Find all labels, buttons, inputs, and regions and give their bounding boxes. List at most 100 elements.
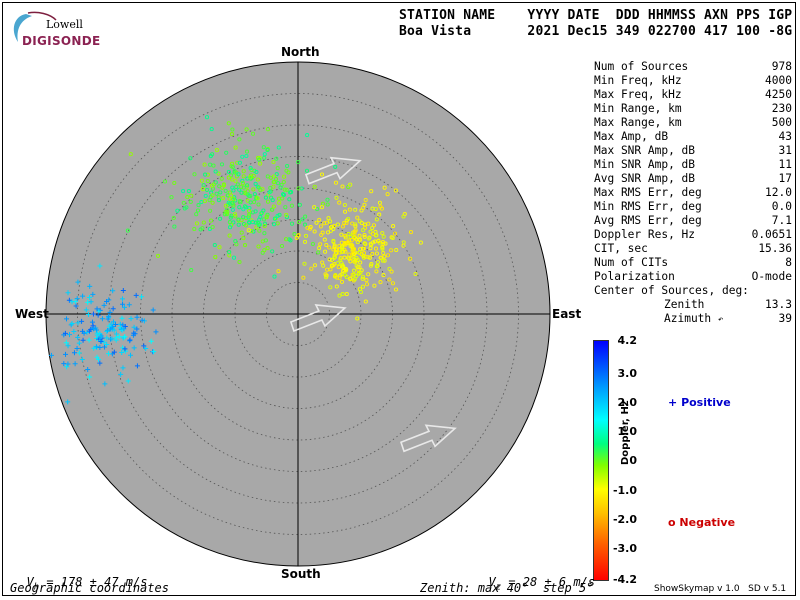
stat-row: Min Freq, kHz 4000 — [594, 74, 792, 88]
negative-source-point — [236, 172, 241, 177]
positive-source-point — [69, 321, 75, 326]
positive-source-point — [85, 312, 91, 318]
positive-source-point — [134, 363, 140, 369]
positive-source-point — [110, 319, 116, 325]
negative-source-point — [253, 181, 258, 186]
negative-source-point — [252, 192, 257, 197]
negative-source-point — [344, 220, 349, 226]
negative-source-point — [201, 183, 206, 188]
negative-source-point — [226, 169, 231, 174]
positive-source-point — [76, 340, 82, 346]
negative-source-point — [369, 189, 374, 194]
negative-source-point — [250, 210, 255, 215]
positive-source-point — [79, 357, 85, 363]
stat-value: 0.0 — [771, 200, 792, 213]
stat-value: 230 — [771, 102, 792, 115]
negative-source-point — [229, 164, 234, 169]
velocity-arrow — [400, 424, 457, 453]
negative-source-point — [216, 198, 221, 203]
negative-source-point — [266, 193, 271, 198]
negative-source-point — [229, 193, 234, 198]
negative-source-point — [217, 184, 222, 189]
negative-source-point — [363, 242, 368, 247]
negative-source-point — [258, 214, 263, 220]
negative-source-point — [389, 269, 394, 274]
negative-source-point — [303, 214, 308, 219]
negative-source-point — [289, 203, 294, 208]
negative-source-point — [413, 271, 418, 277]
negative-source-point — [373, 246, 379, 251]
negative-source-point — [380, 246, 385, 251]
positive-source-point — [104, 328, 110, 334]
colorbar-tick-label: -1.0 — [612, 484, 637, 497]
positive-source-point — [65, 290, 71, 296]
negative-source-point — [286, 170, 291, 175]
positive-source-point — [104, 341, 110, 347]
center-azimuth-row: Azimuth ↶ 39 — [594, 312, 792, 326]
negative-source-point — [233, 178, 238, 184]
negative-source-point — [200, 187, 206, 192]
negative-source-point — [331, 263, 336, 268]
positive-source-point — [66, 297, 72, 303]
negative-source-point — [207, 198, 212, 203]
negative-source-point — [360, 246, 366, 251]
negative-source-point — [357, 233, 362, 238]
negative-source-point — [297, 202, 302, 207]
negative-source-point — [241, 215, 246, 220]
negative-source-point — [189, 193, 194, 198]
positive-source-point — [64, 364, 70, 370]
negative-source-point — [226, 121, 231, 126]
stat-value: 12.0 — [765, 186, 792, 199]
negative-source-point — [376, 239, 381, 244]
negative-source-point — [263, 238, 268, 243]
positive-source-point — [97, 263, 103, 269]
negative-source-point — [297, 220, 302, 225]
negative-source-point — [348, 182, 353, 187]
colorbar-tick-label: 0 — [629, 454, 637, 467]
negative-source-point — [380, 239, 386, 245]
negative-source-point — [322, 237, 327, 242]
positive-source-point — [112, 322, 118, 328]
negative-source-point — [377, 200, 382, 205]
positive-source-point — [121, 326, 127, 332]
negative-source-point — [347, 207, 352, 212]
negative-source-point — [333, 273, 338, 278]
positive-source-point — [87, 374, 93, 380]
negative-source-point — [268, 175, 273, 180]
negative-source-point — [251, 173, 256, 178]
negative-source-point — [236, 217, 241, 222]
negative-source-point — [227, 220, 232, 225]
stat-row: Max Amp, dB 43 — [594, 130, 792, 144]
stat-row: CIT, sec 15.36 — [594, 242, 792, 256]
negative-source-point — [205, 178, 210, 184]
negative-source-point — [273, 177, 279, 182]
negative-source-point — [374, 251, 379, 256]
negative-source-point — [378, 280, 383, 285]
negative-source-point — [352, 259, 357, 264]
positive-source-point — [89, 319, 95, 325]
negative-source-point — [228, 225, 233, 230]
stat-label: Avg RMS Err, deg — [594, 214, 702, 227]
negative-source-point — [331, 226, 336, 232]
positive-source-point — [71, 329, 77, 335]
positive-source-point — [97, 344, 103, 350]
negative-source-point — [254, 225, 259, 230]
negative-source-point — [381, 250, 386, 256]
positive-source-point — [80, 293, 86, 299]
negative-source-point — [200, 226, 205, 231]
negative-source-point — [240, 181, 245, 186]
negative-source-point — [221, 183, 227, 188]
stat-value: 0.0651 — [751, 228, 792, 241]
negative-source-point — [320, 260, 325, 265]
circle-marker-icon: o — [668, 516, 676, 529]
positive-source-point — [94, 354, 100, 360]
negative-source-point — [252, 199, 257, 205]
positive-source-point — [94, 330, 100, 336]
positive-source-point — [128, 316, 134, 322]
negative-source-point — [392, 231, 398, 236]
negative-source-point — [232, 170, 237, 175]
center-zenith-value: 13.3 — [765, 298, 792, 311]
negative-source-point — [319, 205, 324, 210]
negative-source-point — [289, 190, 294, 195]
negative-source-point — [262, 248, 267, 253]
